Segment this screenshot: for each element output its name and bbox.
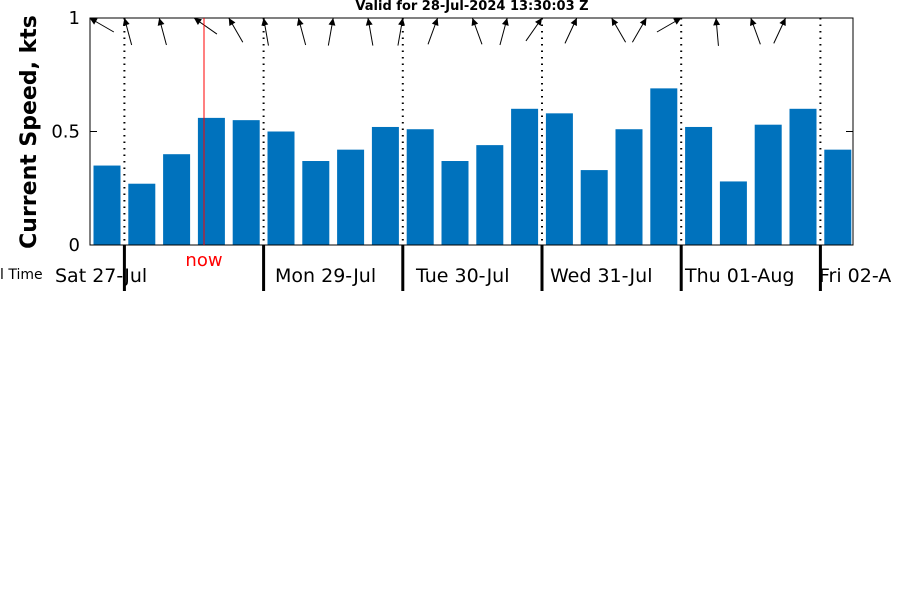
bar (789, 108, 817, 245)
bar (650, 88, 678, 246)
direction-arrowhead (471, 18, 479, 26)
y-tick-label: 1 (69, 8, 80, 29)
bar (615, 129, 643, 245)
direction-arrowhead (501, 18, 509, 26)
bar (337, 149, 365, 245)
bar (719, 181, 747, 245)
bar (511, 108, 539, 245)
bars-layer (93, 88, 852, 246)
bar (685, 126, 713, 245)
bar (441, 161, 469, 245)
day-label: Fri 02-A (819, 265, 891, 287)
bar (267, 131, 295, 245)
bar (371, 126, 399, 245)
direction-arrowhead (639, 18, 647, 26)
bar (93, 165, 121, 245)
day-label: Tue 30-Jul (415, 265, 510, 287)
bar (580, 170, 608, 245)
bar (824, 149, 852, 245)
bar (545, 113, 573, 245)
direction-arrows-layer (89, 17, 787, 46)
day-labels-layer: Sat 27-Jul Mon 29-Jul Tue 30-Jul Wed 31-Jul… (55, 265, 891, 287)
bar (232, 120, 260, 245)
y-ticks-layer: 00.51 (51, 8, 853, 256)
direction-arrowhead (673, 18, 682, 25)
direction-arrowhead (89, 18, 98, 25)
direction-arrowhead (779, 18, 786, 26)
direction-arrowhead (535, 18, 542, 26)
now-label: now (185, 250, 222, 271)
bar (754, 124, 782, 245)
direction-arrowhead (194, 18, 202, 25)
x-axis-caption: l Time (0, 267, 43, 283)
direction-arrowhead (749, 18, 757, 26)
direction-arrowhead (228, 18, 236, 26)
y-axis-label: Current Speed, kts (17, 15, 42, 249)
direction-arrowhead (365, 18, 373, 26)
day-label: Mon 29-Jul (275, 265, 376, 287)
bar (406, 129, 434, 245)
bar (128, 183, 156, 245)
direction-arrowhead (398, 18, 405, 26)
direction-arrowhead (611, 18, 619, 26)
day-dividers-layer (122, 18, 822, 291)
direction-arrowhead (261, 18, 269, 26)
bar (163, 154, 191, 245)
direction-arrowhead (296, 18, 304, 26)
direction-arrowhead (431, 18, 439, 26)
direction-arrowhead (713, 18, 721, 26)
day-label: Wed 31-Jul (550, 265, 652, 287)
bar (197, 117, 225, 245)
y-tick-label: 0.5 (51, 122, 80, 143)
direction-arrowhead (122, 18, 130, 26)
direction-arrowhead (570, 18, 577, 26)
chart-title: Valid for 28-Jul-2024 13:30:03 Z (355, 0, 588, 14)
direction-arrowhead (328, 18, 336, 26)
bar (302, 161, 330, 245)
bar (476, 145, 504, 245)
direction-arrowhead (157, 18, 165, 26)
day-label: Sat 27-Jul (55, 265, 147, 287)
y-tick-label: 0 (69, 235, 80, 256)
day-label: Thu 01-Aug (684, 265, 794, 287)
